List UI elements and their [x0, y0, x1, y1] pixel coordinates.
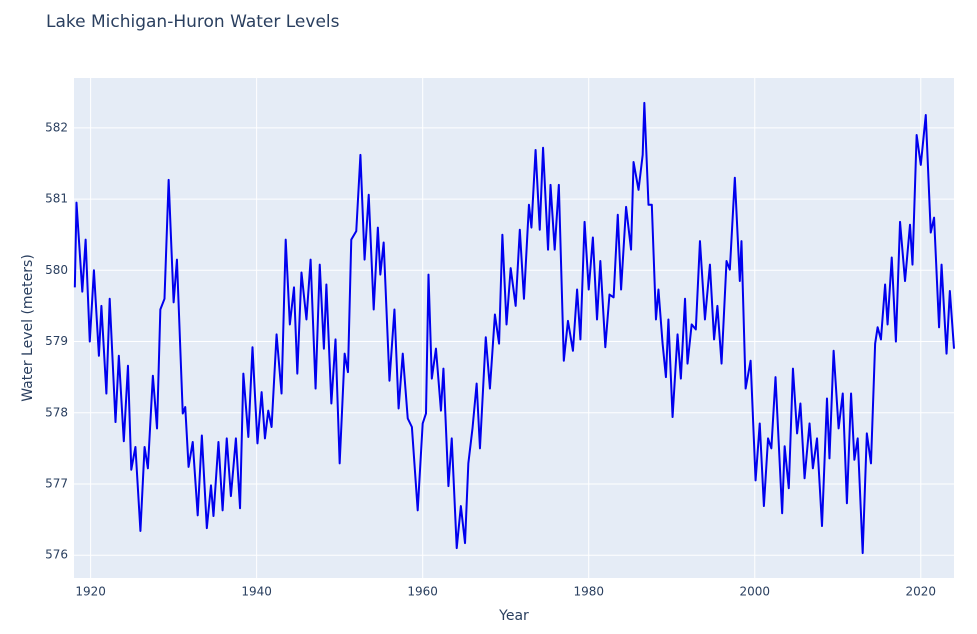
y-tick-label: 576 [45, 548, 68, 562]
y-tick-label: 581 [45, 192, 68, 206]
x-tick-label: 2000 [739, 585, 770, 599]
y-tick-label: 578 [45, 405, 68, 419]
x-tick-label: 2020 [906, 585, 937, 599]
data-line [73, 101, 955, 555]
x-axis-title: Year [498, 608, 529, 624]
y-tick-label: 582 [45, 120, 68, 134]
y-tick-label: 577 [45, 476, 68, 490]
x-tick-label: 1940 [241, 585, 272, 599]
x-tick-label: 1980 [573, 585, 604, 599]
y-tick-label: 579 [45, 334, 68, 348]
marks [73, 101, 955, 555]
y-tick-label: 580 [45, 263, 68, 277]
x-tick-label: 1960 [407, 585, 438, 599]
x-tick-label: 1920 [75, 585, 106, 599]
grid [74, 78, 954, 578]
chart-title: Lake Michigan-Huron Water Levels [46, 12, 340, 32]
y-axis-title: Water Level (meters) [20, 254, 36, 402]
